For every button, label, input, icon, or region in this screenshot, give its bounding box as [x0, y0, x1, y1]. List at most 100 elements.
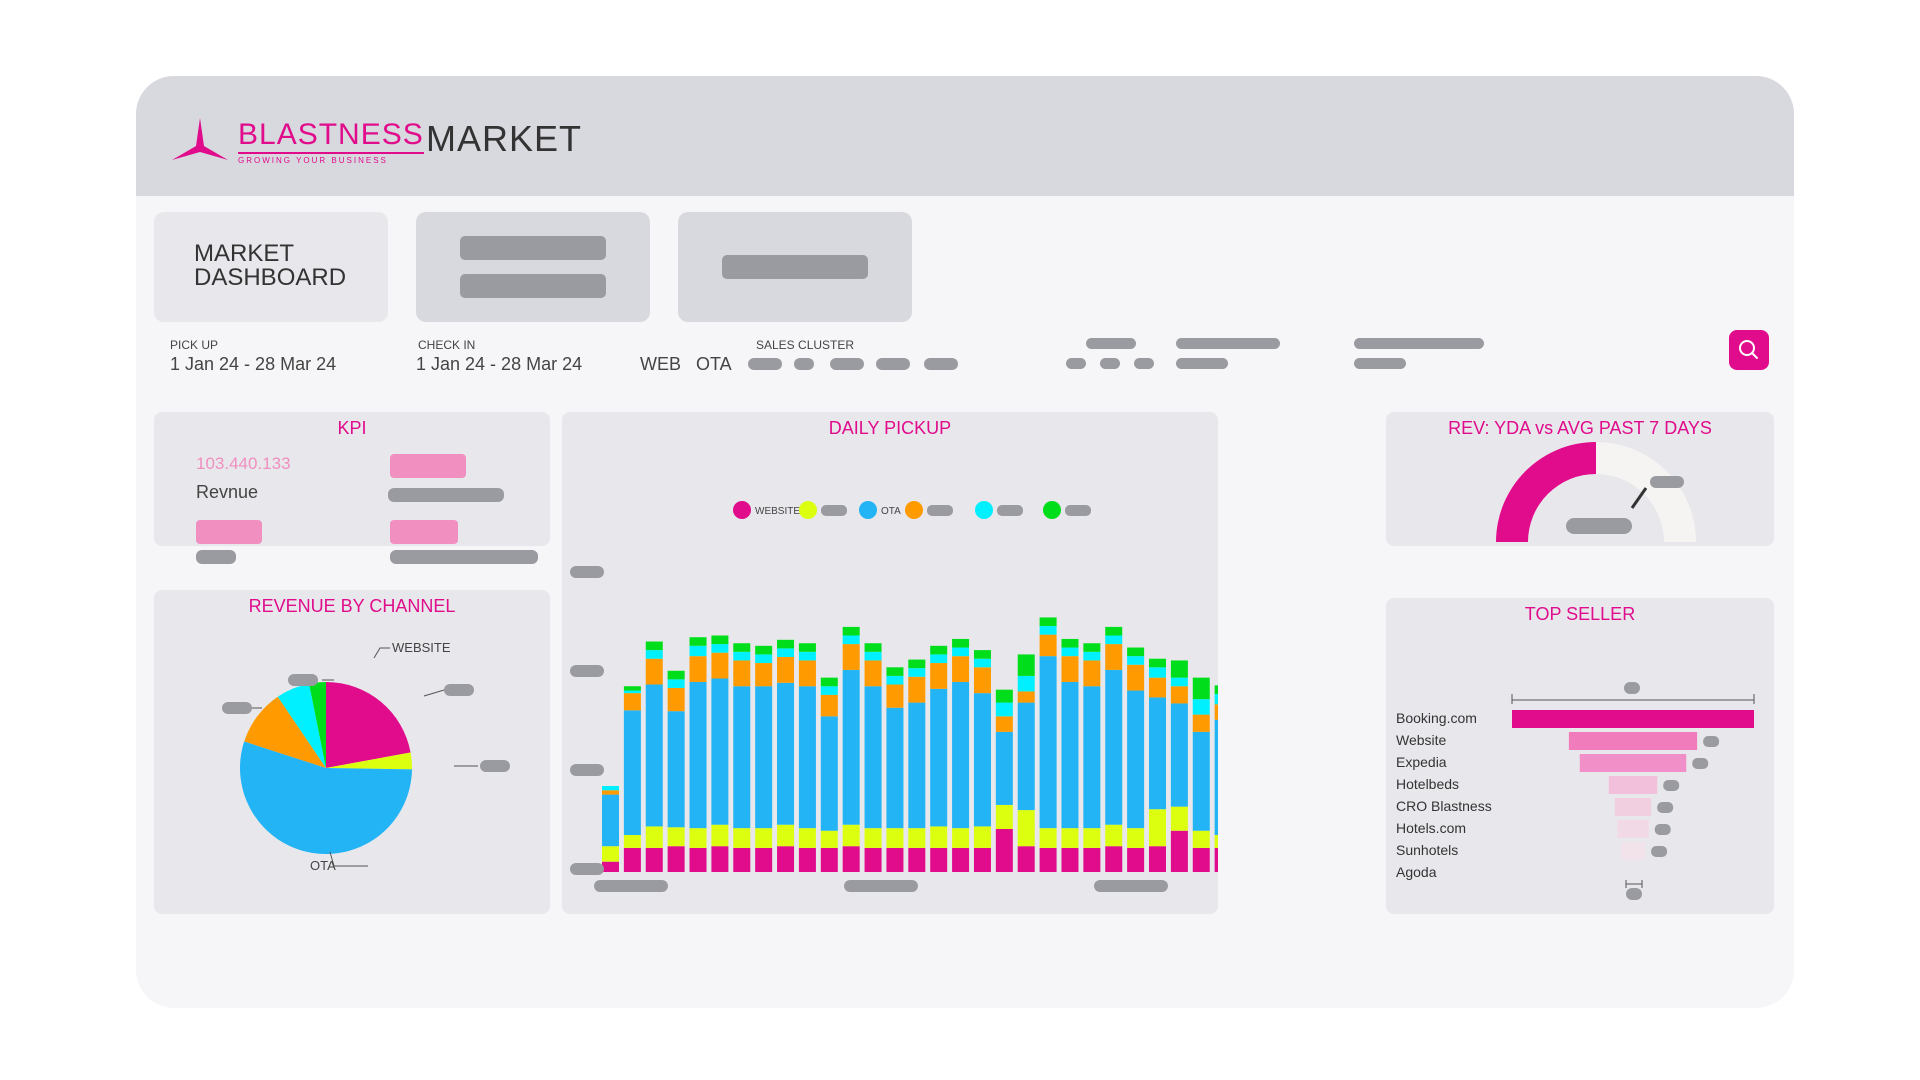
- bar-segment: [1192, 699, 1210, 715]
- bar-segment: [667, 670, 685, 680]
- bar-segment: [930, 654, 948, 664]
- pie-slice: [277, 683, 326, 768]
- top-seller-value-placeholder: [1703, 736, 1720, 747]
- bar-segment: [1017, 691, 1035, 703]
- bar-segment: [1149, 658, 1166, 668]
- bar-segment: [995, 702, 1013, 717]
- top-seller-value-placeholder: [1654, 824, 1671, 835]
- bar-segment: [1083, 828, 1101, 848]
- bar-segment: [1149, 677, 1166, 698]
- bar-segment: [842, 824, 860, 847]
- legend-swatch: [1043, 501, 1061, 519]
- bar-segment: [1039, 828, 1057, 848]
- filter-placeholder[interactable]: [1066, 358, 1086, 369]
- bar-segment: [886, 828, 904, 848]
- bar-segment: [667, 679, 685, 688]
- cluster-chip[interactable]: [924, 358, 958, 370]
- bar-segment: [864, 828, 882, 848]
- bar-segment: [820, 677, 838, 687]
- kpi-revenue-label: Revnue: [196, 482, 259, 502]
- bar-segment: [1083, 651, 1101, 661]
- top-seller-chart: [1511, 682, 1755, 900]
- bar-segment: [995, 689, 1013, 703]
- bar-segment: [1127, 690, 1145, 829]
- cluster-chip[interactable]: [876, 358, 910, 370]
- cluster-chip[interactable]: [830, 358, 864, 370]
- bar-segment: [623, 693, 641, 711]
- search-icon: [1739, 340, 1758, 359]
- filter-placeholder[interactable]: [1134, 358, 1154, 369]
- bar-segment: [1127, 664, 1145, 691]
- bar-segment: [1039, 626, 1057, 635]
- pie-label-ota: OTA: [310, 858, 336, 873]
- legend-placeholder: [927, 505, 953, 516]
- filter-placeholder: [1176, 338, 1280, 349]
- filter-placeholder[interactable]: [1100, 358, 1120, 369]
- pie-label-placeholder: [288, 674, 318, 686]
- gauge-placeholder: [1650, 476, 1684, 488]
- pick-up-value[interactable]: 1 Jan 24 - 28 Mar 24: [170, 354, 337, 374]
- bar-segment: [1170, 830, 1188, 872]
- gauge-value-placeholder: [1566, 518, 1632, 534]
- bar-segment: [777, 824, 795, 847]
- top-seller-label: Booking.com: [1396, 710, 1477, 726]
- top-seller-bar: [1579, 754, 1687, 772]
- bar-segment: [864, 686, 882, 829]
- bar-segment: [667, 827, 685, 847]
- top-seller-bar: [1614, 798, 1652, 816]
- cluster-ota[interactable]: OTA: [696, 354, 732, 374]
- bar-segment: [689, 847, 707, 872]
- bar-segment: [995, 716, 1013, 732]
- bar-segment: [755, 828, 773, 848]
- placeholder-card-1[interactable]: [416, 212, 650, 322]
- bar-segment: [1170, 686, 1188, 704]
- bar-segment: [645, 847, 663, 872]
- kpi-placeholder: [388, 488, 504, 502]
- pie-label-website: WEBSITE: [392, 640, 451, 655]
- dashboard-title: MARKET DASHBOARD: [194, 242, 346, 290]
- bar-segment: [1214, 835, 1218, 848]
- y-tick-placeholder: [570, 566, 604, 578]
- filter-placeholder[interactable]: [1176, 358, 1228, 369]
- legend-swatch: [799, 501, 817, 519]
- x-tick-placeholder: [594, 880, 668, 892]
- bar-segment: [1105, 626, 1123, 636]
- revenue-by-channel-title: REVENUE BY CHANNEL: [248, 596, 456, 616]
- bar-segment: [1039, 656, 1057, 829]
- filter-placeholder[interactable]: [1354, 358, 1406, 369]
- cluster-chip[interactable]: [794, 358, 814, 370]
- leader-line: [329, 851, 368, 867]
- bar-segment: [1149, 809, 1166, 847]
- bar-segment: [1083, 643, 1101, 652]
- y-tick-placeholder: [570, 665, 604, 677]
- bar-segment: [1214, 719, 1218, 836]
- cluster-web[interactable]: WEB: [640, 354, 682, 374]
- bar-segment: [755, 645, 773, 655]
- check-in-value[interactable]: 1 Jan 24 - 28 Mar 24: [416, 354, 583, 374]
- bar-segment: [952, 828, 970, 848]
- kpi-title: KPI: [337, 418, 367, 438]
- legend-swatch-website: [733, 501, 751, 519]
- bar-segment: [645, 650, 663, 659]
- bar-segment: [1105, 635, 1123, 645]
- revenue-by-channel-panel: REVENUE BY CHANNEL WEBSITE OTA: [154, 590, 550, 914]
- range-placeholder: [1624, 682, 1640, 694]
- bar-segment: [1214, 704, 1218, 720]
- bar-segment: [930, 663, 948, 689]
- sales-cluster-label: SALES CLUSTER: [756, 338, 855, 352]
- search-button[interactable]: [1729, 330, 1769, 370]
- dashboard-title-line2: DASHBOARD: [194, 264, 347, 291]
- cluster-chip[interactable]: [748, 358, 782, 370]
- bar-segment: [602, 861, 619, 872]
- y-tick-placeholder: [570, 863, 604, 875]
- bar-segment: [623, 686, 641, 691]
- top-seller-bar: [1608, 776, 1658, 794]
- bar-segment: [623, 690, 641, 694]
- bar-segment: [864, 847, 882, 872]
- bar-segment: [755, 686, 773, 829]
- placeholder-card-2[interactable]: [678, 212, 912, 322]
- bar-segment: [842, 846, 860, 872]
- top-seller-label: Website: [1396, 732, 1447, 748]
- pick-up-label: PICK UP: [170, 338, 219, 352]
- bar-segment: [798, 651, 816, 661]
